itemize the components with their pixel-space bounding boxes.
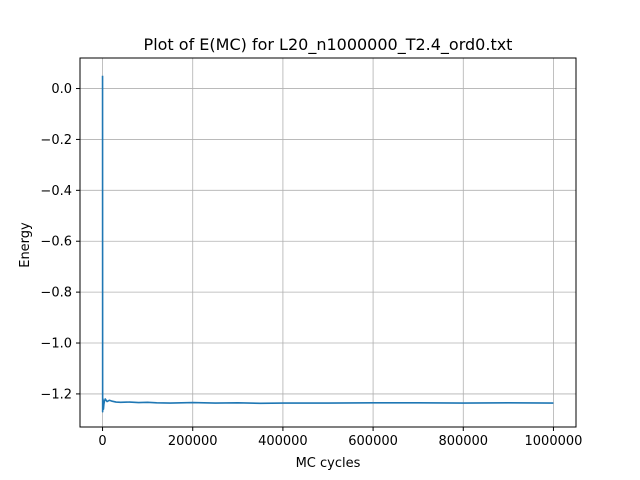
grid-lines — [80, 58, 576, 427]
x-axis-ticks: 0 200000 400000 600000 800000 1000000 — [98, 427, 582, 449]
y-axis-ticks: 0.0 −0.2 −0.4 −0.6 −0.8 −1.0 −1.2 — [40, 82, 80, 402]
x-tick-label: 1000000 — [525, 434, 583, 449]
x-tick-label: 400000 — [258, 434, 308, 449]
energy-series-line — [101, 75, 554, 413]
chart-title: Plot of E(MC) for L20_n1000000_T2.4_ord0… — [144, 35, 513, 55]
x-axis-label: MC cycles — [296, 456, 361, 471]
y-tick-label: 0.0 — [51, 82, 72, 97]
x-tick-label: 800000 — [438, 434, 488, 449]
x-tick-label: 0 — [98, 434, 106, 449]
x-tick-label: 200000 — [168, 434, 218, 449]
y-tick-label: −0.2 — [40, 133, 72, 148]
plot-frame — [79, 57, 577, 428]
y-tick-label: −0.4 — [40, 184, 72, 199]
y-tick-label: −0.6 — [40, 235, 72, 250]
y-axis-label: Energy — [18, 222, 33, 268]
x-tick-label: 600000 — [348, 434, 398, 449]
plot-area — [101, 75, 554, 413]
y-tick-label: −0.8 — [40, 286, 72, 301]
y-tick-label: −1.2 — [40, 387, 72, 402]
y-tick-label: −1.0 — [40, 337, 72, 352]
